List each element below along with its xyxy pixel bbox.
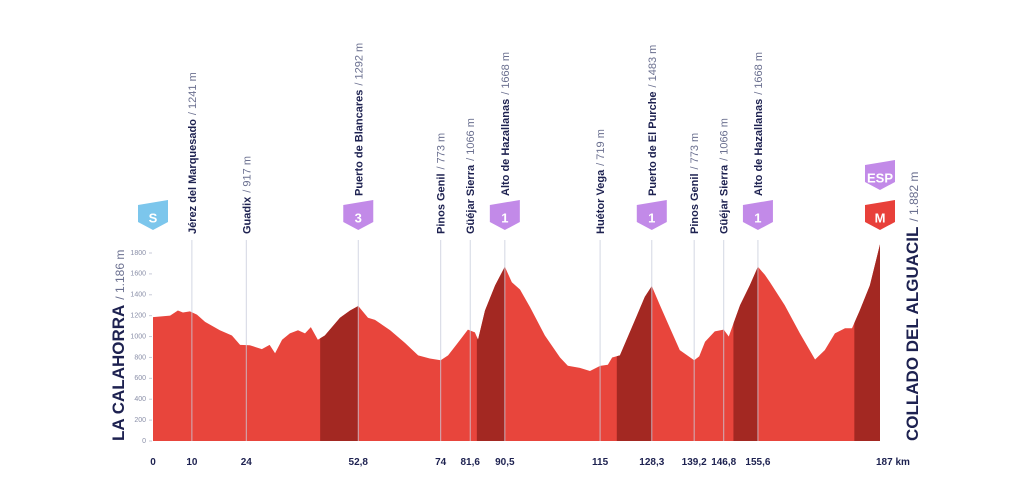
badge-label: 1 [648,210,655,225]
y-tick-label: 800 [134,354,146,361]
waypoint-name: Alto de Hazallanas [500,99,512,196]
waypoint-altitude: / 1292 m [353,43,365,86]
waypoint-altitude: / 1241 m [187,72,199,115]
badge [865,200,895,230]
x-tick-label: 139,2 [682,457,707,468]
badge-label: M [875,210,886,225]
waypoint-altitude: / 719 m [595,129,607,166]
finish-label: COLLADO DEL ALGUACIL / 1.882 m [903,172,922,441]
y-tick-label: 1800 [130,250,146,257]
x-tick-label: 24 [241,457,253,468]
climb-segment [733,244,758,441]
climb-segment [320,244,359,441]
y-tick-label: 400 [134,396,146,403]
badge [865,160,895,190]
badge [636,200,667,230]
waypoint-label: Guadix / 917 m [241,156,253,234]
badge [343,200,374,230]
x-tick-label: 155,6 [745,457,770,468]
waypoint-altitude: / 1066 m [465,118,477,161]
start-altitude: / 1.186 m [113,250,127,300]
x-tick-label: 81,6 [461,457,481,468]
waypoint-label: Huétor Vega / 719 m [595,129,607,234]
climb-segment [854,244,880,441]
badge-label: S [149,210,158,225]
badge-label: 1 [754,210,761,225]
waypoint-altitude: / 1483 m [647,45,659,88]
badge-label: ESP [867,170,893,185]
badge [742,200,773,230]
y-tick-label: 1200 [130,313,146,320]
waypoint-altitude: / 917 m [241,156,253,193]
y-tick-label: 1600 [130,271,146,278]
waypoint-name: Güéjar Sierra [719,164,731,234]
waypoint-label: Pinos Genil / 773 m [689,133,701,234]
x-tick-label: 10 [186,457,198,468]
x-tick-label: 52,8 [349,457,369,468]
y-tick-label: 200 [134,417,146,424]
badge-label: 3 [355,210,362,225]
climb-segment [616,244,652,441]
y-tick-label: 1000 [130,333,146,340]
profile-area [153,244,880,441]
waypoint-label: Alto de Hazallanas / 1668 m [500,52,512,196]
waypoint-name: Pinos Genil [436,173,448,234]
waypoint-altitude: / 1668 m [500,52,512,95]
finish-name: COLLADO DEL ALGUACIL [903,227,922,441]
waypoint-name: Güéjar Sierra [465,164,477,234]
waypoint-name: Puerto de El Purche [647,91,659,196]
badge [138,200,168,230]
x-tick-label: 74 [435,457,447,468]
finish-altitude: / 1.882 m [907,172,921,222]
waypoint-label: Puerto de Blancares / 1292 m [353,43,365,196]
x-tick-label: 0 [150,457,156,468]
y-tick-label: 600 [134,375,146,382]
badge-label: 1 [501,210,508,225]
waypoint-label: Alto de Hazallanas / 1668 m [753,52,765,196]
waypoint-altitude: / 773 m [689,133,701,170]
x-tick-label: 187 km [876,457,910,468]
y-tick-label: 1400 [130,292,146,299]
x-tick-label: 90,5 [495,457,515,468]
waypoint-name: Guadix [241,196,253,234]
y-tick-label: 0 [142,438,146,445]
waypoint-label: Güéjar Sierra / 1066 m [719,118,731,234]
badge [489,200,520,230]
waypoint-label: Jérez del Marquesado / 1241 m [187,72,199,234]
start-label: LA CALAHORRA / 1.186 m [109,250,128,441]
climb-segment [476,244,505,441]
start-name: LA CALAHORRA [109,305,128,441]
waypoint-name: Puerto de Blancares [353,90,365,196]
waypoint-label: Güéjar Sierra / 1066 m [465,118,477,234]
waypoint-name: Alto de Hazallanas [753,99,765,196]
x-tick-label: 128,3 [639,457,664,468]
waypoint-altitude: / 1066 m [719,118,731,161]
waypoint-altitude: / 1668 m [753,52,765,95]
x-tick-label: 115 [592,457,609,468]
waypoint-name: Jérez del Marquesado [187,119,199,234]
waypoint-name: Pinos Genil [689,173,701,234]
waypoint-altitude: / 773 m [436,133,448,170]
x-tick-label: 146,8 [711,457,736,468]
waypoint-label: Puerto de El Purche / 1483 m [647,45,659,196]
waypoint-label: Pinos Genil / 773 m [436,133,448,234]
waypoint-name: Huétor Vega [595,169,607,234]
